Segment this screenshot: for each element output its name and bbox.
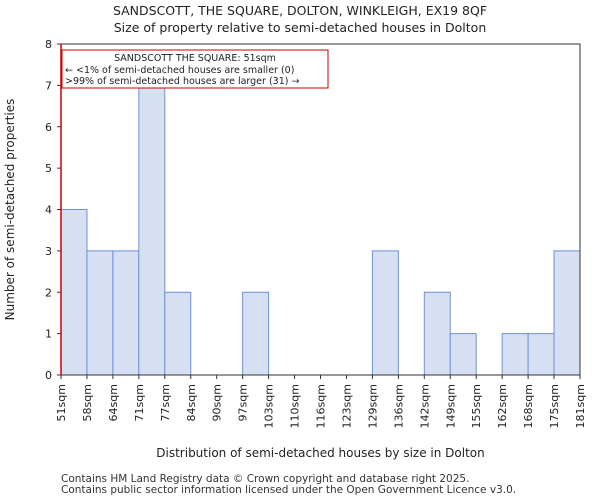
x-axis-label: Distribution of semi-detached houses by … xyxy=(156,446,484,460)
bar-71sqm xyxy=(138,84,166,376)
x-tick-label: 90sqm xyxy=(211,384,224,421)
x-tick-label: 77sqm xyxy=(159,384,172,421)
x-tick-label: 181sqm xyxy=(574,384,587,428)
bar-51sqm xyxy=(60,209,88,376)
x-tick-label: 175sqm xyxy=(548,384,561,428)
bar-175sqm xyxy=(553,250,581,376)
x-tick-label: 110sqm xyxy=(289,384,302,428)
x-tick-label: 129sqm xyxy=(366,384,379,428)
x-tick-label: 162sqm xyxy=(496,384,509,428)
bar-58sqm xyxy=(86,250,114,376)
y-tick-label: 3 xyxy=(45,245,52,258)
bar-97sqm xyxy=(242,291,270,376)
x-tick-label: 71sqm xyxy=(133,384,146,421)
bar-142sqm xyxy=(423,291,451,376)
x-tick-label: 149sqm xyxy=(444,384,457,428)
footer-licence: Contains public sector information licen… xyxy=(61,484,517,496)
y-tick-label: 4 xyxy=(45,204,52,217)
x-tick-label: 51sqm xyxy=(55,384,68,421)
annotation-line-3: >99% of semi-detached houses are larger … xyxy=(65,76,299,87)
x-tick-label: 116sqm xyxy=(315,384,328,428)
y-tick-label: 6 xyxy=(45,121,52,134)
x-tick-label: 97sqm xyxy=(237,384,250,421)
x-tick-label: 123sqm xyxy=(340,384,353,428)
x-tick-label: 142sqm xyxy=(418,384,431,428)
x-tick-label: 103sqm xyxy=(263,384,276,428)
bar-64sqm xyxy=(112,250,140,376)
bar-149sqm xyxy=(449,333,477,376)
x-tick-label: 58sqm xyxy=(81,384,94,421)
chart-title: SANDSCOTT, THE SQUARE, DOLTON, WINKLEIGH… xyxy=(112,3,488,18)
y-tick-label: 7 xyxy=(45,79,52,92)
annotation-line-1: SANDSCOTT THE SQUARE: 51sqm xyxy=(114,53,276,64)
bar-77sqm xyxy=(164,291,192,376)
y-tick-label: 1 xyxy=(45,328,52,341)
annotation-box xyxy=(61,49,329,89)
y-tick-label: 5 xyxy=(45,162,52,175)
footer-copyright: Contains HM Land Registry data © Crown c… xyxy=(61,473,470,485)
y-tick-label: 0 xyxy=(45,369,52,382)
x-tick-label: 84sqm xyxy=(185,384,198,421)
annotation-line-2: ← <1% of semi-detached houses are smalle… xyxy=(65,65,294,76)
bar-168sqm xyxy=(527,333,555,376)
chart-subtitle: Size of property relative to semi-detach… xyxy=(113,20,487,35)
x-tick-label: 168sqm xyxy=(522,384,535,428)
y-axis-label: Number of semi-detached properties xyxy=(3,99,17,321)
x-tick-label: 136sqm xyxy=(392,384,405,428)
y-tick-label: 8 xyxy=(45,38,52,51)
bar-162sqm xyxy=(501,333,529,376)
y-tick-label: 2 xyxy=(45,286,52,299)
x-tick-label: 64sqm xyxy=(107,384,120,421)
bar-129sqm xyxy=(371,250,399,376)
x-tick-label: 155sqm xyxy=(470,384,483,428)
